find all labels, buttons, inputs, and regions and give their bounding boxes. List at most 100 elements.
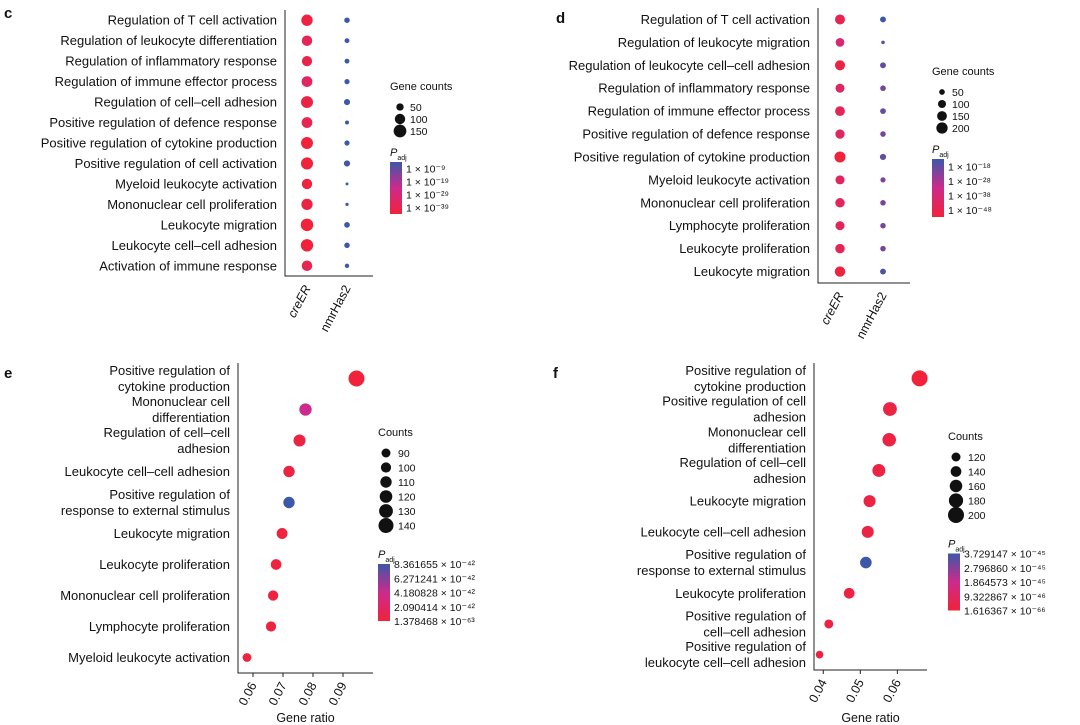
x-tick-label: creER xyxy=(818,290,847,327)
term-label: Myeloid leukocyte activation xyxy=(68,650,230,665)
dot-nmrHas2 xyxy=(343,160,351,167)
data-point xyxy=(863,495,876,508)
dot-nmrHas2 xyxy=(344,17,350,23)
term-label: Positive regulation of cell activation xyxy=(75,156,277,171)
colorbar-label: 1 × 10⁻³⁸ xyxy=(948,190,991,202)
term-label: Leukocyte migration xyxy=(161,217,277,232)
colorbar xyxy=(932,159,944,217)
colorbar-label: 1 × 10⁻¹⁹ xyxy=(406,177,449,189)
term-label-line: leukocyte cell–cell adhesion xyxy=(645,655,806,670)
padj-p: P xyxy=(390,147,398,159)
term-label-line: adhesion xyxy=(753,471,806,486)
dot-creER xyxy=(835,198,845,208)
term-label: Leukocyte cell–cell adhesion xyxy=(65,464,231,479)
colorbar-label: 6.271241 × 10⁻⁴² xyxy=(394,573,475,585)
dot-nmrHas2 xyxy=(344,120,350,125)
data-point xyxy=(911,370,928,387)
size-legend-dot xyxy=(394,113,406,125)
size-legend-label: 200 xyxy=(952,123,970,135)
data-point xyxy=(299,403,312,416)
dot-nmrHas2 xyxy=(880,62,886,69)
dot-creER xyxy=(835,175,845,185)
plot-axes xyxy=(817,8,910,284)
panel-label: d xyxy=(556,10,565,27)
dot-nmrHas2 xyxy=(344,242,350,249)
term-label: Positive regulation of leukocyte cell–cel… xyxy=(645,639,807,670)
panel-label: c xyxy=(4,5,12,22)
colorbar-label: 1 × 10⁻²⁹ xyxy=(406,190,449,202)
term-label: Regulation of inflammatory response xyxy=(598,81,810,96)
size-legend-dot xyxy=(938,100,946,108)
dot-creER xyxy=(301,96,313,109)
dot-nmrHas2 xyxy=(880,16,886,23)
x-tick-label: 0.06 xyxy=(236,680,260,708)
size-legend-label: 180 xyxy=(968,496,986,508)
term-label: Leukocyte proliferation xyxy=(679,241,810,256)
term-label: Positive regulation of cytokine producti… xyxy=(574,149,810,164)
term-label: Leukocyte proliferation xyxy=(675,586,806,601)
padj-sub: adj xyxy=(397,155,407,162)
colorbar-label: 3.729147 × 10⁻⁴⁵ xyxy=(964,549,1046,561)
size-legend-title: Gene counts xyxy=(932,66,995,78)
term-label: Mononuclear cell differentiation xyxy=(708,424,806,455)
x-tick-label: 0.06 xyxy=(880,677,904,705)
term-label-line: Leukocyte cell–cell adhesion xyxy=(641,524,807,539)
size-legend-dot xyxy=(937,111,947,121)
dot-creER xyxy=(835,14,845,25)
data-point xyxy=(824,619,834,629)
padj-sub: adj xyxy=(939,152,949,159)
term-label: Regulation of T cell activation xyxy=(108,13,277,28)
size-legend-label: 200 xyxy=(968,510,986,522)
term-label-line: Positive regulation of xyxy=(685,547,806,562)
dot-nmrHas2 xyxy=(880,200,886,206)
x-tick-label: 0.04 xyxy=(806,677,830,705)
data-point xyxy=(861,525,874,538)
term-label-line: Myeloid leukocyte activation xyxy=(68,650,230,665)
x-tick-label: creER xyxy=(285,283,314,320)
term-label: Regulation of inflammatory response xyxy=(65,54,277,69)
size-legend-label: 140 xyxy=(398,521,416,533)
dot-nmrHas2 xyxy=(344,263,350,268)
data-point xyxy=(265,621,277,632)
data-point xyxy=(267,590,279,601)
dot-creER xyxy=(301,260,313,272)
term-label-line: differentiation xyxy=(728,440,806,455)
term-label-line: response to external stimulus xyxy=(61,503,231,518)
padj-title: Padj xyxy=(378,549,395,564)
size-legend-label: 140 xyxy=(968,467,986,479)
dot-creER xyxy=(300,218,314,232)
plot-axes xyxy=(237,363,373,674)
term-label-line: Leukocyte proliferation xyxy=(99,557,230,572)
data-point xyxy=(283,465,295,478)
term-label-line: Lymphocyte proliferation xyxy=(89,619,230,634)
dot-creER xyxy=(301,35,313,46)
x-axis-title: Gene ratio xyxy=(841,711,899,725)
size-legend-dot xyxy=(393,124,407,138)
size-legend-label: 110 xyxy=(398,477,415,489)
term-label-line: Leukocyte cell–cell adhesion xyxy=(65,464,231,479)
dot-nmrHas2 xyxy=(880,177,886,183)
size-legend-label: 50 xyxy=(952,87,964,99)
size-legend-label: 150 xyxy=(952,111,970,123)
dot-nmrHas2 xyxy=(344,140,350,146)
padj-p: P xyxy=(932,144,940,156)
term-label: Leukocyte migration xyxy=(114,526,230,541)
x-tick-label: 0.05 xyxy=(843,677,867,705)
size-legend-label: 100 xyxy=(952,99,970,111)
dot-nmrHas2 xyxy=(345,182,349,186)
panel-e: e Positive regulation of cytokine producti… xyxy=(4,363,475,725)
size-legend-label: 100 xyxy=(410,114,428,126)
term-label: Mononuclear cell proliferation xyxy=(640,195,810,210)
panel-label: e xyxy=(4,365,12,382)
term-label: Regulation of cell–cell adhesion xyxy=(104,425,231,456)
dot-creER xyxy=(301,137,313,149)
term-label-line: Positive regulation of xyxy=(685,608,806,623)
term-label: Positive regulation of defence response xyxy=(49,115,277,130)
x-axis-title: Gene ratio xyxy=(276,711,334,725)
size-legend-dot xyxy=(396,103,404,111)
dot-creER xyxy=(301,117,313,128)
size-legend-title: Gene counts xyxy=(390,81,453,93)
term-label: Positive regulation of cytokine productio… xyxy=(109,363,230,394)
padj-p: P xyxy=(948,539,956,551)
dot-creER xyxy=(301,178,313,190)
